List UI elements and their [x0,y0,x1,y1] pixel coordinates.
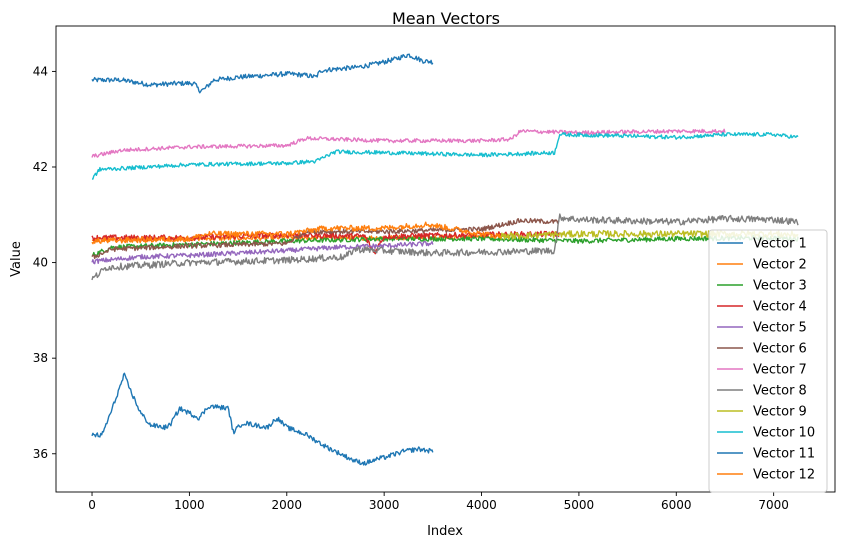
x-axis: 0 1000 2000 3000 4000 5000 6000 7000 [88,492,789,512]
x-tick-label: 7000 [758,498,789,512]
legend-item: Vector 1 [717,237,807,252]
y-tick-label: 40 [33,256,48,270]
legend-label: Vector 11 [753,447,815,462]
legend-label: Vector 2 [753,258,807,273]
legend-box [708,229,828,493]
legend-item: Vector 4 [717,300,807,315]
y-tick-label: 44 [33,64,48,78]
series-12 [91,221,502,245]
x-tick-label: 5000 [564,498,595,512]
legend-label: Vector 12 [753,468,815,483]
legend-item: Vector 8 [717,384,807,399]
series-line-5 [91,240,434,265]
series-line-10 [91,131,799,180]
series-8 [91,213,799,281]
series-line-8 [91,213,799,281]
series-1 [91,53,434,94]
x-tick-label: 6000 [661,498,692,512]
legend-label: Vector 1 [753,237,807,252]
series-line-4 [91,230,561,255]
legend-label: Vector 3 [753,279,807,294]
legend-label: Vector 8 [753,384,807,399]
legend-label: Vector 5 [753,321,807,336]
y-axis: 36 38 40 42 44 [33,64,56,461]
series-4 [91,230,561,255]
plot-frame [55,25,836,493]
legend-item: Vector 10 [717,426,815,441]
y-tick-label: 36 [33,447,48,461]
legend-label: Vector 9 [753,405,807,420]
series-7 [91,128,726,158]
legend-item: Vector 9 [717,405,807,420]
x-tick-label: 2000 [272,498,303,512]
x-tick-label: 4000 [466,498,497,512]
legend-item: Vector 2 [717,258,807,273]
y-tick-label: 42 [33,160,48,174]
series-line-6 [91,217,560,260]
legend-label: Vector 4 [753,300,807,315]
x-tick-label: 0 [88,498,96,512]
series-line-7 [91,128,726,158]
legend-item: Vector 11 [717,447,815,462]
series-5 [91,240,434,265]
legend-item: Vector 12 [717,468,815,483]
legend-item: Vector 7 [717,363,807,378]
series-10 [91,131,799,180]
series-line-11 [91,372,434,466]
legend-item: Vector 3 [717,279,807,294]
series-11 [91,372,434,466]
legend-label: Vector 6 [753,342,807,357]
x-tick-label: 1000 [174,498,205,512]
legend-item: Vector 5 [717,321,807,336]
legend-label: Vector 10 [753,426,815,441]
series-6 [91,217,560,260]
series-layer [91,53,799,466]
x-tick-label: 3000 [369,498,400,512]
x-axis-label: Index [427,524,463,539]
y-axis-label: Value [9,241,24,277]
chart-title: Mean Vectors [392,9,500,28]
legend-label: Vector 7 [753,363,807,378]
legend: Vector 1 Vector 2 Vector 3 Vector 4 Vector 5… [708,229,828,493]
series-line-12 [91,221,502,245]
legend-item: Vector 6 [717,342,807,357]
series-line-1 [91,53,434,94]
y-tick-label: 38 [33,351,48,365]
